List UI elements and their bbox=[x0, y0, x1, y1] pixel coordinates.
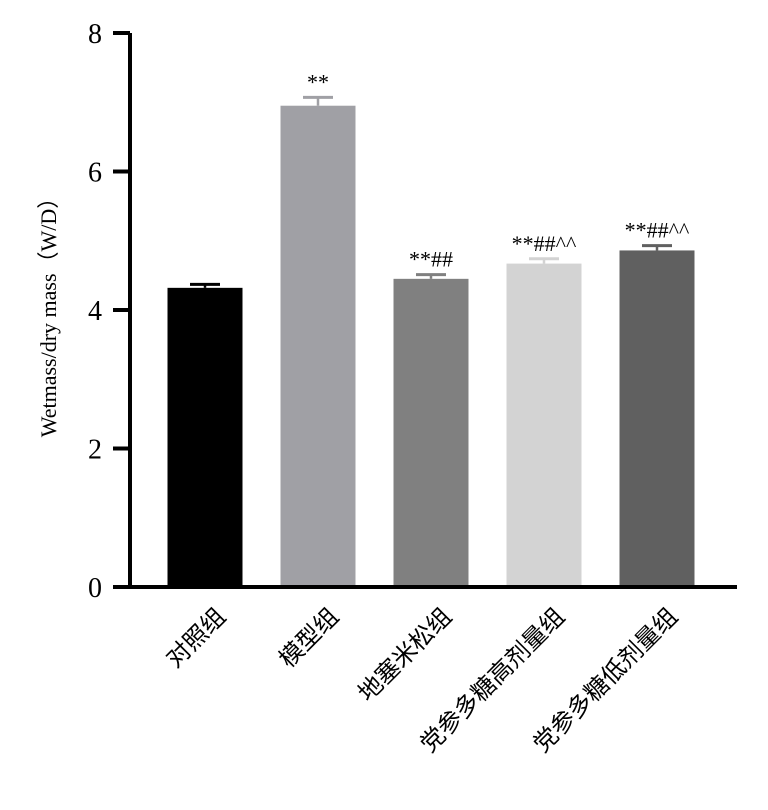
bar bbox=[280, 105, 356, 588]
bar bbox=[393, 278, 469, 587]
bars-layer bbox=[167, 105, 695, 588]
category-label: 模型组 bbox=[274, 602, 345, 673]
significance-labels-layer: ** **## **##^^ **##^^ bbox=[307, 69, 690, 271]
bar bbox=[619, 250, 695, 587]
error-bars-layer bbox=[190, 95, 672, 288]
y-tick-label: 4 bbox=[88, 296, 102, 327]
category-label: 地塞米松组 bbox=[353, 602, 458, 707]
significance-label: ** bbox=[307, 69, 329, 94]
significance-label: **##^^ bbox=[625, 218, 690, 243]
bar bbox=[506, 263, 582, 587]
category-label: 对照组 bbox=[161, 602, 232, 673]
y-tick-label: 8 bbox=[88, 19, 102, 50]
y-tick-label: 6 bbox=[88, 158, 102, 189]
y-tick-label: 0 bbox=[88, 573, 102, 604]
y-ticks-layer: 0 2 4 6 8 bbox=[88, 19, 130, 604]
significance-label: **##^^ bbox=[512, 231, 577, 256]
significance-label: **## bbox=[409, 247, 453, 272]
bar bbox=[167, 287, 243, 587]
y-axis-label: Wetmass/dry mass（W/D） bbox=[36, 187, 61, 438]
y-tick-label: 2 bbox=[88, 435, 102, 466]
